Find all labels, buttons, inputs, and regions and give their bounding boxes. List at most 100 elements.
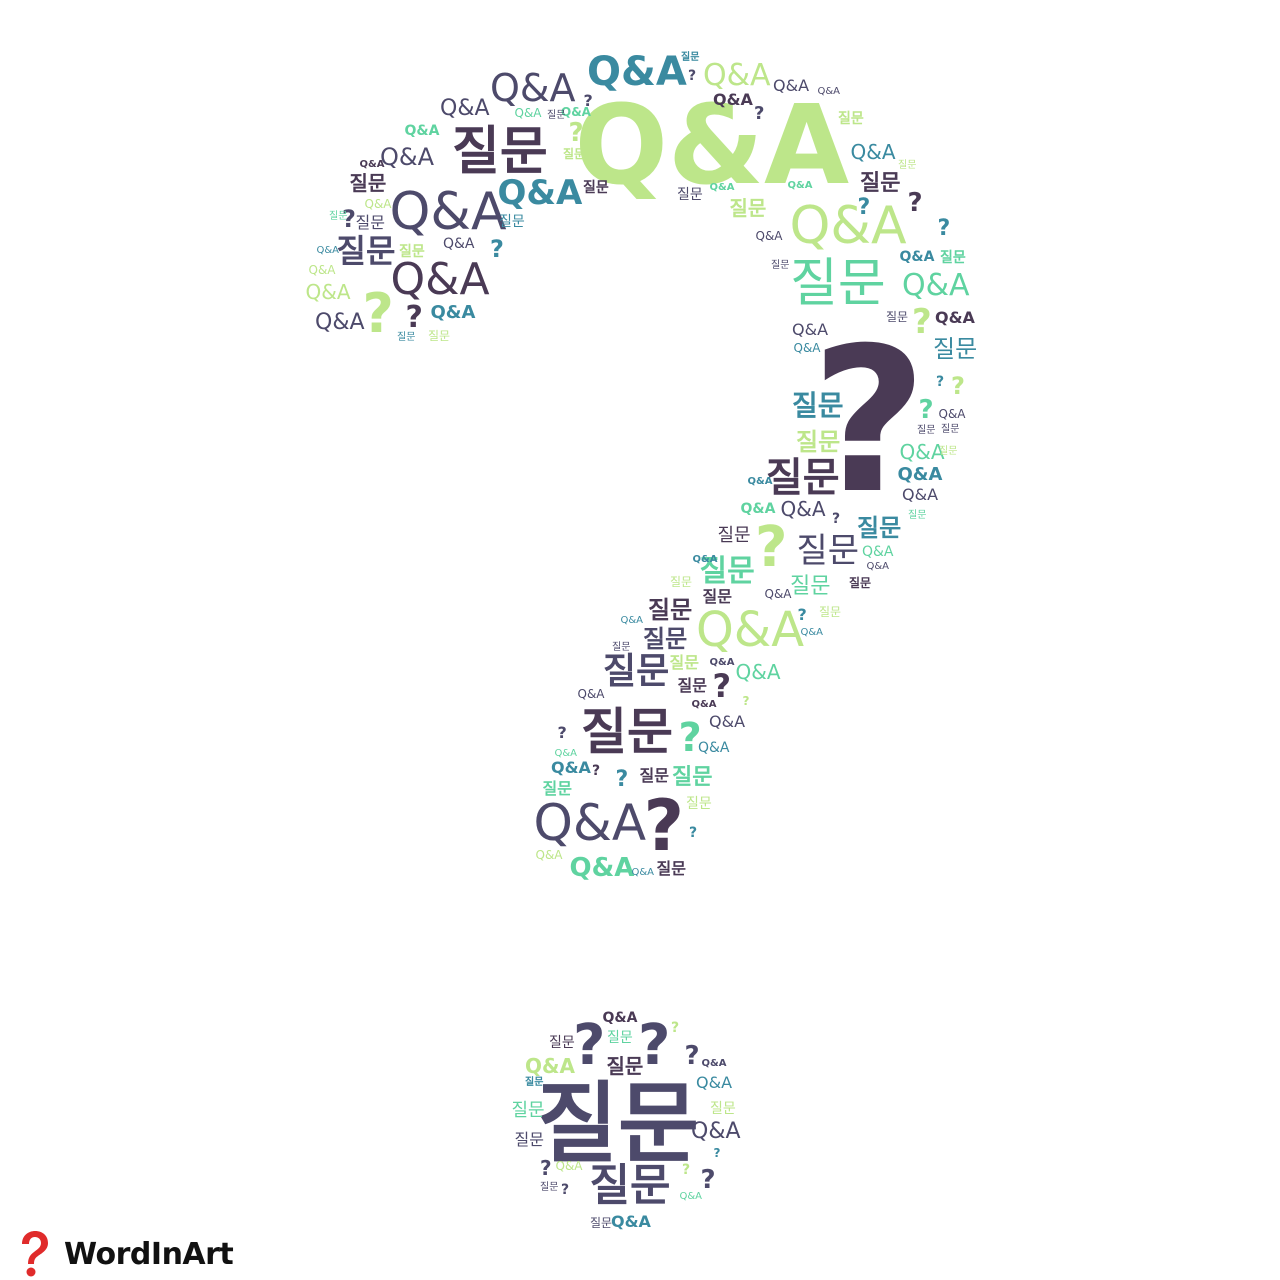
word-question: 질문: [643, 625, 688, 653]
word-question-mark: ?: [742, 694, 750, 708]
word-qa: Q&A: [389, 182, 507, 242]
word-question: 질문: [606, 1054, 644, 1078]
word-qa: Q&A: [535, 848, 563, 862]
word-qa: Q&A: [800, 627, 824, 638]
word-question-mark: ?: [568, 118, 584, 148]
word-qa: Q&A: [713, 90, 753, 109]
word-question-mark: ?: [561, 1182, 570, 1198]
word-qa: Q&A: [735, 660, 781, 684]
word-question: 질문: [540, 1182, 559, 1193]
word-question: 질문: [677, 187, 703, 203]
word-question-mark: ?: [490, 235, 504, 263]
word-qa: Q&A: [430, 302, 476, 323]
word-question: 질문: [563, 147, 586, 161]
word-question: 질문: [511, 1100, 545, 1121]
word-qa: Q&A: [551, 758, 591, 777]
word-qa: Q&A: [850, 140, 896, 164]
word-qa: Q&A: [764, 587, 792, 601]
word-qa: Q&A: [679, 1191, 703, 1202]
word-question: 질문: [399, 244, 425, 260]
word-question: 질문: [397, 332, 416, 343]
word-question: 질문: [819, 605, 842, 619]
word-question: 질문: [672, 765, 713, 790]
word-question: 질문: [941, 424, 960, 435]
word-qa: Q&A: [611, 1212, 651, 1231]
word-question: 질문: [549, 1035, 575, 1051]
word-qa: Q&A: [555, 1159, 583, 1173]
word-question-mark: ?: [615, 767, 629, 792]
word-qa: Q&A: [577, 687, 605, 701]
word-qa: Q&A: [315, 310, 365, 335]
word-qa: Q&A: [574, 81, 850, 209]
word-qa: Q&A: [755, 229, 783, 243]
word-question-mark: ?: [832, 511, 841, 527]
word-qa: Q&A: [902, 485, 939, 504]
word-question: 질문: [681, 52, 700, 63]
word-qa: Q&A: [709, 182, 735, 193]
brand-watermark: WordInArt: [14, 1228, 234, 1280]
word-question: 질문: [547, 110, 566, 121]
word-question-mark: ?: [755, 515, 788, 580]
word-qa: Q&A: [390, 254, 490, 305]
word-question: 질문: [702, 587, 732, 606]
word-qa: Q&A: [793, 341, 821, 355]
word-qa: Q&A: [620, 615, 644, 626]
word-qa: Q&A: [866, 561, 890, 572]
word-question-mark: ?: [937, 216, 951, 241]
word-qa: Q&A: [692, 554, 718, 565]
word-question-mark: ?: [712, 667, 732, 705]
word-question-mark: ?: [907, 188, 923, 218]
word-qa: Q&A: [631, 867, 655, 878]
word-qa: Q&A: [364, 197, 392, 211]
word-qa: Q&A: [490, 66, 576, 110]
word-question-mark: ?: [797, 605, 807, 624]
word-question: 질문: [699, 554, 755, 589]
word-qa: Q&A: [787, 180, 813, 191]
word-qa: Q&A: [696, 602, 805, 658]
word-question-mark: ?: [857, 195, 871, 220]
word-qa: Q&A: [698, 740, 730, 756]
word-question-mark: ?: [811, 305, 928, 538]
word-qa: Q&A: [514, 106, 542, 120]
word-question-mark: ?: [684, 1041, 700, 1071]
word-question-mark: ?: [592, 763, 601, 779]
word-qa: Q&A: [709, 712, 746, 731]
word-question: 질문: [581, 703, 673, 761]
word-question: 질문: [849, 576, 872, 590]
word-question: 질문: [648, 596, 693, 624]
word-question-mark: ?: [557, 723, 567, 742]
word-question-mark: ?: [540, 1156, 552, 1180]
word-question: 질문: [355, 213, 385, 232]
word-question: 질문: [428, 329, 451, 343]
word-qa: Q&A: [497, 173, 583, 213]
word-qa: Q&A: [587, 49, 687, 95]
word-question-mark: ?: [936, 374, 945, 390]
word-question: 질문: [542, 779, 572, 798]
word-question: 질문: [537, 1072, 699, 1175]
word-qa: Q&A: [554, 748, 578, 759]
word-question-mark: ?: [700, 1165, 716, 1195]
word-qa: Q&A: [696, 1073, 733, 1092]
word-qa: Q&A: [701, 1058, 727, 1069]
word-question-mark: ?: [362, 282, 394, 345]
word-qa: Q&A: [533, 794, 647, 852]
word-qa: Q&A: [817, 86, 841, 97]
word-qa: Q&A: [740, 501, 776, 517]
word-question: 질문: [860, 171, 901, 196]
word-qa: Q&A: [902, 268, 970, 303]
word-question-mark: ?: [342, 205, 356, 233]
word-question-mark: ?: [713, 1146, 721, 1160]
word-question-mark: ?: [689, 825, 698, 841]
word-qa: Q&A: [316, 245, 340, 256]
word-question: 질문: [336, 232, 396, 270]
word-question: 질문: [790, 254, 886, 314]
word-question: 질문: [677, 676, 707, 695]
word-qa: Q&A: [561, 105, 591, 119]
word-qa: Q&A: [938, 407, 966, 421]
word-question: 질문: [589, 1160, 671, 1211]
word-qa: Q&A: [691, 1119, 741, 1144]
word-qa: Q&A: [747, 476, 773, 487]
question-mark-icon: [22, 1231, 48, 1277]
word-question: 질문: [612, 642, 631, 653]
word-question: 질문: [710, 1101, 736, 1117]
